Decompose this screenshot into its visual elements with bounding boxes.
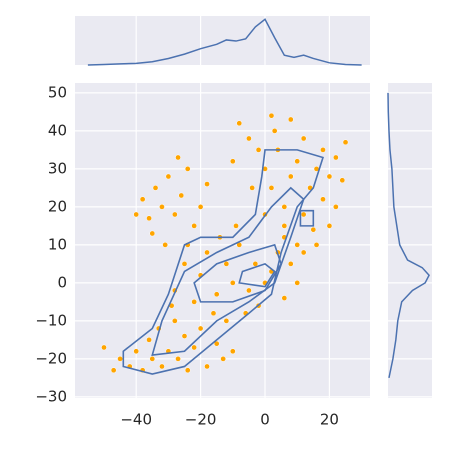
scatter-point [165, 173, 172, 180]
y-tick-label: 10 [48, 235, 67, 253]
y-tick-label: 0 [57, 273, 67, 291]
scatter-point [149, 230, 156, 237]
y-tick-label: −30 [35, 387, 67, 405]
scatter-point [294, 242, 301, 248]
scatter-point [210, 310, 217, 317]
plot-background [75, 83, 370, 398]
scatter-point [268, 185, 275, 191]
x-tick-label: −40 [120, 411, 152, 429]
scatter-point [229, 348, 236, 355]
y-tick-label: 40 [48, 121, 67, 139]
x-tick-label: 20 [320, 411, 339, 429]
kde-contour [122, 149, 324, 375]
scatter-point [175, 154, 181, 161]
scatter-point [300, 211, 307, 218]
scatter-point [191, 344, 198, 351]
scatter-point [300, 249, 307, 256]
scatter-point [255, 147, 262, 153]
scatter-point [281, 204, 288, 210]
scatter-point [171, 318, 178, 324]
scatter-point [184, 166, 191, 172]
scatter-point [146, 337, 152, 343]
scatter-point [175, 356, 181, 362]
scatter-point [339, 177, 346, 184]
scatter-point [133, 211, 140, 218]
scatter-point [333, 204, 339, 210]
scatter-point [233, 223, 239, 229]
scatter-point [287, 261, 294, 267]
scatter-point [181, 333, 188, 339]
scatter-point [197, 204, 204, 210]
scatter-point [152, 185, 159, 191]
kde-contour [151, 186, 305, 356]
scatter-point [146, 215, 152, 222]
scatter-point [191, 299, 198, 305]
scatter-point [184, 367, 191, 374]
y-tick-label: 50 [48, 83, 67, 101]
scatter-point [213, 291, 220, 298]
scatter-point [223, 261, 230, 267]
scatter-point [313, 242, 320, 248]
kde-contour [299, 209, 315, 227]
scatter-point [204, 363, 210, 370]
scatter-point [342, 139, 349, 146]
scatter-point [333, 154, 339, 161]
kde-contour [238, 262, 276, 288]
y-tick-label: 30 [48, 159, 67, 177]
scatter-point [320, 196, 326, 203]
x-tick-label: −20 [185, 411, 217, 429]
scatter-point [326, 223, 333, 229]
scatter-point [204, 181, 210, 187]
scatter-point [271, 128, 278, 134]
scatter-point [139, 196, 146, 203]
kde-contour [193, 243, 282, 303]
scatter-point [191, 223, 198, 229]
scatter-point [320, 147, 326, 153]
y-tick-label: 20 [48, 197, 67, 215]
scatter-point [300, 135, 307, 142]
scatter-point [178, 192, 185, 199]
scatter-point [294, 280, 301, 286]
scatter-point [287, 173, 294, 180]
scatter-point [249, 185, 255, 191]
scatter-point [149, 356, 156, 362]
scatter-point [171, 211, 178, 218]
y-marginal-kde [387, 92, 430, 379]
scatter-point [236, 120, 243, 127]
scatter-point [287, 116, 294, 123]
scatter-point [229, 158, 236, 165]
scatter-point [204, 249, 210, 256]
scatter-point [162, 242, 169, 248]
scatter-point [223, 318, 230, 324]
scatter-point [246, 135, 252, 142]
x-marginal-kde [87, 18, 362, 66]
scatter-point [268, 112, 275, 119]
top-marginal-background [75, 16, 370, 65]
scatter-point [281, 295, 288, 301]
x-tick-label: 0 [260, 411, 270, 429]
scatter-point [133, 348, 140, 355]
scatter-point [229, 280, 236, 286]
scatter-point [220, 356, 226, 362]
scatter-point [117, 356, 123, 362]
scatter-point [197, 325, 204, 332]
y-tick-label: −20 [35, 349, 67, 367]
scatter-point [246, 287, 252, 294]
scatter-point [101, 344, 107, 351]
scatter-point [310, 226, 317, 233]
scatter-point [181, 261, 188, 267]
scatter-point [213, 340, 220, 347]
scatter-point [159, 204, 165, 210]
scatter-point [326, 173, 333, 180]
scatter-point [159, 363, 165, 370]
scatter-point [281, 223, 288, 229]
scatter-point [110, 367, 117, 374]
scatter-point [294, 158, 301, 165]
y-tick-label: −10 [35, 311, 67, 329]
